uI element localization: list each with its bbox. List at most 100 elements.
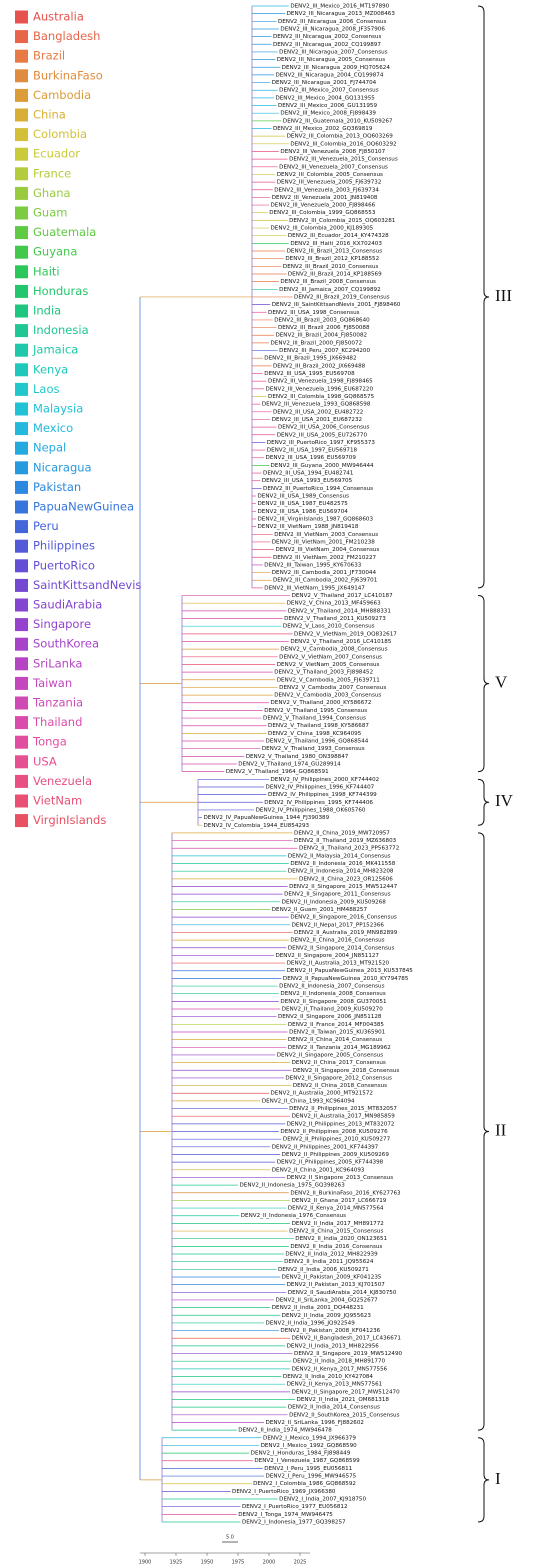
leaf-label: DENV2_I_Peru_1996_MW946575 <box>266 1474 357 1480</box>
leaf-label: DENV2_III_Nicaragua_2009_HQ705624 <box>282 65 391 71</box>
leaf-label: DENV2_II_Singapore_2011_Consensus <box>284 892 391 898</box>
leaf-label: DENV2_II_Singapore_2006_JN851128 <box>278 1014 382 1020</box>
leaf-label: DENV2_II_Bangladesh_2017_LC436671 <box>292 1336 402 1342</box>
leaf-label: DENV2_II_India_2013_MH822956 <box>287 1343 380 1349</box>
leaf-label: DENV2_III_Mexico_2006_GU131959 <box>278 103 378 109</box>
legend-swatch <box>15 716 28 730</box>
leaf-label: DENV2_V_Thailand_1996_GQ868544 <box>266 739 369 745</box>
leaf-label: DENV2_III_Venezuela_1998_FJ898465 <box>268 379 373 385</box>
leaf-label: DENV2_II_India_1974_MW946478 <box>238 1428 332 1434</box>
clade-label: III <box>495 286 512 305</box>
leaf-label: DENV2_II_China_2019_MW720957 <box>294 830 390 836</box>
leaf-label: DENV2_III_Mexico_2016_MT197890 <box>290 4 389 10</box>
leaf-label: DENV2_III_VietNam_2002_FM210227 <box>273 555 377 561</box>
legend-swatch <box>15 304 28 318</box>
leaf-label: DENV2_I_Honduras_1984_FJ898449 <box>251 1451 351 1457</box>
leaf-label: DENV2_II_SriLanka_2004_GQ252677 <box>275 1297 378 1303</box>
leaf-label: DENV2_II_Indonesia_2009_KU509268 <box>282 899 387 905</box>
legend-label: Tanzania <box>32 696 83 710</box>
leaf-label: DENV2_III_VirginIslands_1987_GQ868603 <box>258 516 374 522</box>
leaf-label: DENV2_III_Cambodia_2002_FJ639701 <box>273 578 378 584</box>
legend-swatch <box>15 10 28 24</box>
legend-swatch <box>15 618 28 632</box>
leaf-label: DENV2_II_Australia_2000_MT921572 <box>271 1091 373 1097</box>
leaf-label: DENV2_III_Brazil_2003_GQ868640 <box>274 317 370 323</box>
legend-swatch <box>15 382 28 396</box>
legend-swatch <box>15 186 28 200</box>
leaf-label: DENV2_I_Venezuela_1987_GQ868599 <box>254 1458 360 1464</box>
legend-label: SaudiArabia <box>33 598 102 612</box>
leaf-label: DENV2_II_India_2018_MH891770 <box>293 1359 386 1365</box>
legend-label: Kenya <box>33 362 68 376</box>
leaf-label: DENV2_I_PuertoRico_1969_JX966380 <box>232 1489 336 1495</box>
leaf-label: DENV2_III_Nicaragua_2005_Consensus <box>277 57 386 63</box>
legend-swatch <box>15 128 28 142</box>
leaf-label: DENV2_III_Nicaragua_2002_Consensus <box>273 34 382 40</box>
legend-swatch <box>15 245 28 259</box>
leaf-label: DENV2_III_Nicaragua_2006_Consensus <box>278 19 387 25</box>
legend-label: SaintKittsandNevis <box>33 578 141 592</box>
clade-label: IV <box>495 791 514 810</box>
leaf-label: DENV2_II_Philippines_2010_KU509277 <box>283 1137 391 1143</box>
leaf-label: DENV2_V_China_1998_KC964095 <box>268 731 362 737</box>
legend-swatch <box>15 559 28 573</box>
leaf-label: DENV2_III_Colombia_2005_Consensus <box>277 172 383 178</box>
leaf-label: DENV2_III_Brazil_2013_Consensus <box>287 249 383 255</box>
leaf-label: DENV2_I_Indonesia_1977_GQ398257 <box>242 1520 346 1526</box>
leaf-label: DENV2_II_SouthKorea_2015_Consensus <box>289 1412 399 1418</box>
leaf-label: DENV2_III_Guatemala_2010_KU509267 <box>283 118 393 124</box>
leaf-label: DENV2_I_Colombia_1986_GQ868592 <box>253 1481 356 1487</box>
tree: DENV2_III_Mexico_2016_MT197890 DENV2_III_… <box>139 4 514 1526</box>
leaf-label: DENV2_III_USA_2001_EU687232 <box>272 417 362 423</box>
legend-label: USA <box>33 754 57 768</box>
legend-label: Thailand <box>32 715 82 729</box>
leaf-label: DENV2_III_Haiti_2016_KX702403 <box>290 241 382 247</box>
leaf-label: DENV2_II_Singapore_2017_MW512470 <box>292 1389 401 1395</box>
leaf-label: DENV2_III_Brazil_1995_JX669482 <box>264 356 356 362</box>
clade-label: I <box>495 1469 501 1488</box>
legend-label: Guatemala <box>33 225 96 239</box>
leaf-label: DENV2_II_Philippines_2001_KF744397 <box>272 1144 379 1150</box>
legend-label: India <box>33 304 61 318</box>
legend-swatch <box>15 794 28 808</box>
legend-swatch <box>15 88 28 102</box>
legend-label: Venezuela <box>33 774 92 788</box>
legend-swatch <box>15 461 28 475</box>
legend-label: Nepal <box>33 441 66 455</box>
leaf-label: DENV2_III_Colombia_2013_OQ603269 <box>287 134 394 140</box>
leaf-label: DENV2_III_USA_2005_EU726770 <box>277 432 368 438</box>
leaf-label: DENV2_II_Indonesia_2014_MH823208 <box>288 869 394 875</box>
legend-swatch <box>15 676 28 690</box>
leaf-label: DENV2_II_Philippines_2015_MT832057 <box>289 1106 397 1112</box>
leaf-label: DENV2_III_Colombia_1998_GQ868575 <box>268 394 375 400</box>
leaf-label: DENV2_I_PuertoRico_1977_EU056812 <box>242 1504 348 1510</box>
leaf-label: DENV2_II_India_2001_DQ448231 <box>272 1305 364 1311</box>
leaf-label: DENV2_IV_PapuaNewGuinea_1944_FJ390389 <box>204 815 330 821</box>
legend-swatch <box>15 30 28 44</box>
leaf-label: DENV2_III_Taiwan_1995_KY670633 <box>264 562 361 568</box>
leaf-label: DENV2_IV_Philippines_1998_KF744399 <box>268 792 377 798</box>
legend-label: PuertoRico <box>33 558 95 572</box>
leaf-label: DENV2_II_China_1993_KC964094 <box>262 1098 355 1104</box>
leaf-label: DENV2_II_SriLanka_1996_FJ882602 <box>266 1420 364 1426</box>
leaf-label: DENV2_II_Kenya_2013_MN577561 <box>287 1382 383 1388</box>
legend-label: Laos <box>33 382 59 396</box>
leaf-label: DENV2_III_Nicaragua_2008_JF357906 <box>280 26 385 32</box>
legend-swatch <box>15 49 28 63</box>
leaf-label: DENV2_II_France_2014_MF004385 <box>288 1022 385 1028</box>
leaf-label: DENV2_III_Colombia_2016_OQ603292 <box>290 141 396 147</box>
leaf-label: DENV2_V_VietNam_2019_OQ832617 <box>294 631 397 637</box>
legend-label: Malaysia <box>33 402 83 416</box>
leaf-label: DENV2_II_Singapore_2019_MW512490 <box>294 1351 403 1357</box>
legend-swatch <box>15 578 28 592</box>
leaf-label: DENV2_IV_Philippines_1996_KF744407 <box>266 784 375 790</box>
leaf-label: DENV2_III_Brazil_2008_Consensus <box>280 279 376 285</box>
clade-label: II <box>495 1120 507 1139</box>
leaf-label: DENV2_II_India_2010_KY427084 <box>283 1374 374 1380</box>
leaf-label: DENV2_II_India_2016_Consensus <box>290 1244 382 1250</box>
legend-label: Singapore <box>33 617 91 631</box>
clade-bracket <box>477 778 490 826</box>
legend-label: Jamaica <box>32 343 78 357</box>
legend-label: Peru <box>33 519 59 533</box>
legend-swatch <box>15 814 28 828</box>
